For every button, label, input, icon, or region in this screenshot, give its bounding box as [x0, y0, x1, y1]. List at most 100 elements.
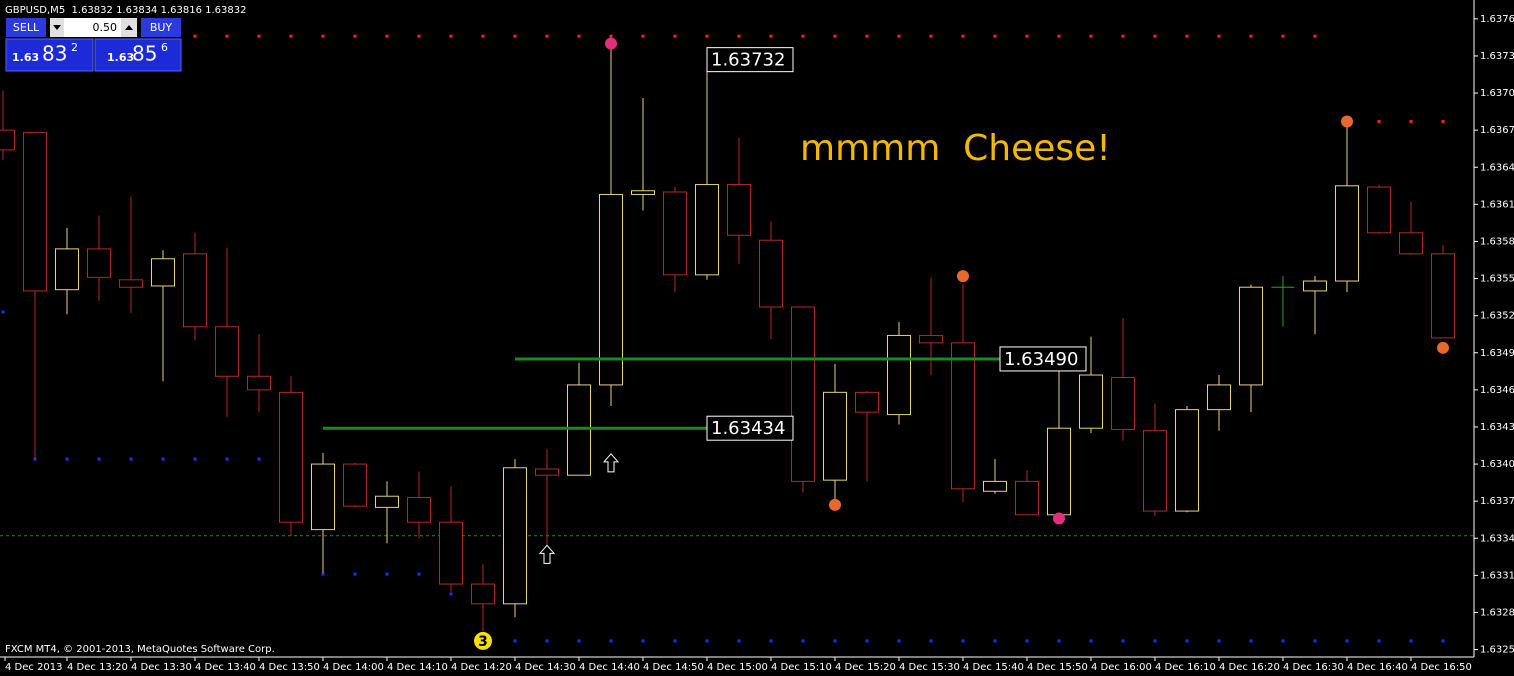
candle-body [215, 326, 239, 377]
candle-body [55, 248, 79, 291]
candle-body [343, 463, 367, 507]
indicator-dot [737, 34, 741, 38]
indicator-dot [385, 572, 389, 576]
candle-body [151, 258, 175, 287]
indicator-dot [257, 457, 261, 461]
indicator-dot [673, 639, 677, 643]
candle-body [1335, 185, 1359, 282]
indicator-dot [1057, 34, 1061, 38]
ask-sup[interactable]: 6 [161, 41, 168, 54]
indicator-dot [1185, 639, 1189, 643]
indicator-dot [1025, 34, 1029, 38]
indicator-dot [1025, 639, 1029, 643]
indicator-dot [737, 639, 741, 643]
candle-body [631, 190, 655, 195]
indicator-dot [769, 639, 773, 643]
indicator-dot [577, 639, 581, 643]
signal-marker [1053, 512, 1065, 525]
spin-arrow [125, 25, 133, 30]
level-label-box [706, 47, 794, 73]
x-tick-label: 4 Dec 2013 [5, 662, 63, 673]
indicator-dot [1377, 119, 1381, 123]
lot-input[interactable] [64, 18, 121, 37]
candle-body [247, 375, 271, 391]
indicator-dot [609, 639, 613, 643]
candle-body [535, 468, 559, 476]
indicator-dot [1, 310, 5, 314]
indicator-dot [1217, 639, 1221, 643]
y-tick-label: 1.63525 [1480, 311, 1514, 322]
candle-body [1175, 409, 1199, 512]
indicator-dot [1249, 639, 1253, 643]
bid-big[interactable]: 83 [42, 42, 67, 66]
x-tick-label: 4 Dec 16:20 [1219, 662, 1280, 673]
ask-box[interactable] [94, 38, 182, 72]
lot-value[interactable]: 0.50 [93, 21, 118, 34]
buy-label[interactable]: BUY [150, 21, 173, 34]
indicator-dot [1409, 639, 1413, 643]
signal-label: 3 [478, 634, 488, 650]
candle-body [279, 391, 303, 523]
footer: FXCM MT4, © 2001-2013, MetaQuotes Softwa… [5, 644, 275, 655]
candle-body [695, 184, 719, 276]
level-label: 1.63490 [1004, 349, 1078, 370]
indicator-dot [449, 34, 453, 38]
candle-body [0, 129, 15, 151]
indicator-dot [705, 34, 709, 38]
level-label-box [706, 415, 794, 441]
buy-button[interactable] [141, 18, 181, 37]
candle-body [887, 334, 911, 416]
y-tick-label: 1.63765 [1480, 14, 1514, 25]
indicator-dot [417, 34, 421, 38]
indicator-dot [1153, 639, 1157, 643]
candle-body [663, 191, 687, 276]
indicator-dot [833, 34, 837, 38]
indicator-dot [1121, 639, 1125, 643]
indicator-dot [609, 34, 613, 38]
indicator-dot [961, 34, 965, 38]
candle-body [759, 239, 783, 308]
bid-box[interactable] [5, 38, 94, 72]
indicator-dot [545, 34, 549, 38]
indicator-dot [1089, 639, 1093, 643]
x-tick-label: 4 Dec 15:30 [899, 662, 960, 673]
indicator-dot [641, 34, 645, 38]
candle-body [1399, 232, 1423, 255]
indicator-dot [1345, 639, 1349, 643]
candle-body [471, 583, 495, 605]
ask-prefix[interactable]: 1.63 [107, 51, 134, 64]
signal-marker [474, 631, 492, 650]
indicator-dot [225, 34, 229, 38]
candle-body [1015, 480, 1039, 516]
indicator-dot [769, 34, 773, 38]
x-tick-label: 4 Dec 15:10 [771, 662, 832, 673]
candle-body [599, 193, 623, 386]
indicator-dot [289, 34, 293, 38]
indicator-dot [417, 572, 421, 576]
sell-button[interactable] [6, 18, 46, 37]
indicator-dot [545, 639, 549, 643]
ask-big[interactable]: 85 [132, 42, 157, 66]
indicator-dot [1377, 639, 1381, 643]
candle-body [951, 342, 975, 490]
header: GBPUSD,M5 1.63832 1.63834 1.63816 1.6383… [5, 5, 246, 16]
indicator-dot [1441, 639, 1445, 643]
indicator-dot [353, 34, 357, 38]
candle-body [375, 495, 399, 508]
indicator-dot [1121, 34, 1125, 38]
bid-sup[interactable]: 2 [71, 41, 78, 54]
candle-body [791, 306, 815, 482]
candle-body [1047, 427, 1071, 516]
x-tick-label: 4 Dec 15:40 [963, 662, 1024, 673]
sell-label[interactable]: SELL [13, 21, 40, 34]
bid-prefix[interactable]: 1.63 [12, 51, 39, 64]
y-tick-label: 1.63405 [1480, 459, 1514, 470]
candle-body [407, 496, 431, 523]
signal-marker [605, 37, 617, 50]
indicator-dot [865, 639, 869, 643]
level-label: 1.63732 [711, 50, 785, 71]
indicator-dot [801, 639, 805, 643]
indicator-dot [801, 34, 805, 38]
x-tick-label: 4 Dec 16:40 [1347, 662, 1408, 673]
